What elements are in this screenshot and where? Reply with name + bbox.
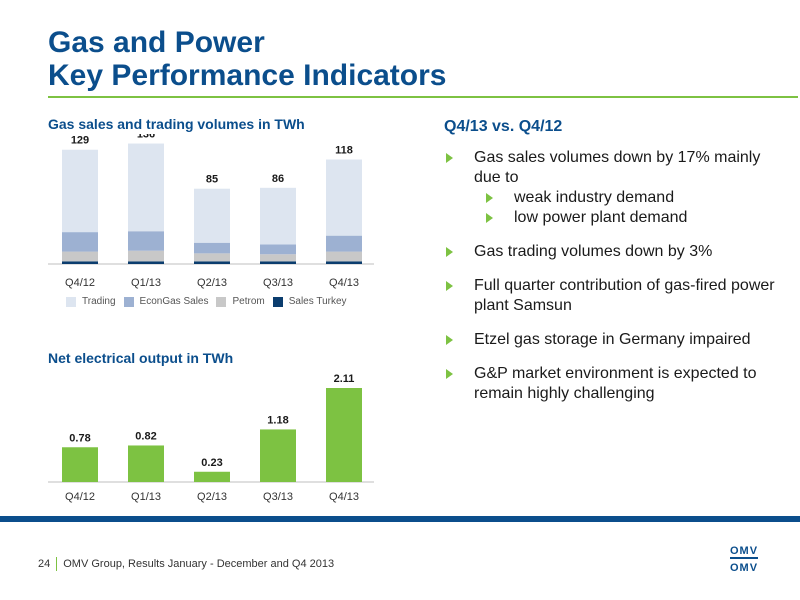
sub-bullet-text: low power plant demand [514, 209, 688, 226]
bullet-text: Full quarter contribution of gas-fired p… [474, 277, 775, 314]
footer-band [0, 516, 800, 522]
chart1-legend: Trading EconGas Sales Petrom Sales Turkey [66, 296, 347, 307]
arrow-bullet-icon [446, 369, 453, 379]
data-label: 0.82 [135, 430, 156, 442]
x-tick-label: Q4/13 [329, 491, 359, 503]
data-label: 0.78 [69, 432, 90, 444]
bullet-panel: Q4/13 vs. Q4/12 Gas sales volumes down b… [444, 118, 784, 418]
legend-label: Sales Turkey [288, 296, 347, 307]
bar-segment-econgas-sales [62, 232, 98, 252]
legend-swatch [66, 296, 76, 307]
x-tick-label: Q1/13 [131, 277, 161, 289]
legend-item: Petrom [216, 296, 265, 307]
legend-label: Trading [82, 296, 116, 307]
legend-swatch [216, 296, 227, 307]
x-tick-label: Q2/13 [197, 491, 227, 503]
title-divider [48, 96, 798, 98]
output-bar [326, 388, 362, 482]
total-label: 118 [335, 144, 353, 156]
page-title: Gas and Power Key Performance Indicators [48, 26, 446, 92]
output-bar [62, 447, 98, 482]
legend-item: Trading [66, 296, 116, 307]
sub-bullet-item: weak industry demand [444, 188, 784, 208]
arrow-bullet-icon [486, 213, 493, 223]
bar-segment-petrom [62, 251, 98, 262]
arrow-bullet-icon [446, 281, 453, 291]
omv-logo: OMV OMV [730, 545, 758, 573]
bullet-item: Gas trading volumes down by 3% [444, 242, 784, 262]
bullet-heading: Q4/13 vs. Q4/12 [444, 118, 563, 135]
bar-segment-petrom [128, 250, 164, 262]
x-tick-label: Q4/13 [329, 277, 359, 289]
sub-bullet-text: weak industry demand [514, 189, 675, 206]
logo-text: OMV [730, 562, 758, 573]
bullet-text: Etzel gas storage in Germany impaired [474, 331, 751, 348]
data-label: 0.23 [201, 457, 222, 469]
bar-segment-sales-turkey [326, 261, 362, 264]
page-number: 24 [38, 558, 51, 570]
electrical-output-chart: 0.78 Q4/12 0.82 Q1/13 0.23 Q2/13 1.18 Q3/13 2.11… [48, 373, 374, 503]
x-tick-label: Q2/13 [197, 277, 227, 289]
legend-item: EconGas Sales [123, 296, 209, 307]
bar-segment-petrom [326, 251, 362, 262]
bullet-list: Gas sales volumes down by 17% mainly due… [444, 148, 784, 404]
bar-segment-trading [194, 188, 230, 243]
legend-item: Sales Turkey [272, 296, 347, 307]
legend-label: Petrom [232, 296, 265, 307]
page-title-line2: Key Performance Indicators [48, 59, 447, 92]
data-label: 1.18 [267, 414, 288, 426]
legend-swatch [123, 296, 134, 307]
bar-segment-petrom [260, 254, 296, 262]
bar-segment-trading [128, 143, 164, 232]
x-tick-label: Q3/13 [263, 277, 293, 289]
bullet-item: Full quarter contribution of gas-fired p… [444, 276, 784, 316]
bar-segment-sales-turkey [62, 261, 98, 264]
bar-segment-petrom [194, 253, 230, 262]
chart1-title: Gas sales and trading volumes in TWh [48, 116, 305, 132]
arrow-bullet-icon [486, 193, 493, 203]
bullet-item: Gas sales volumes down by 17% mainly due… [444, 148, 784, 228]
output-bar [194, 471, 230, 482]
bar-segment-sales-turkey [128, 261, 164, 264]
bar-segment-econgas-sales [260, 244, 296, 255]
footer-separator [56, 557, 58, 571]
total-label: 136 [137, 134, 155, 141]
page-title-line1: Gas and Power [48, 26, 265, 59]
footer-text: OMV Group, Results January - December an… [63, 558, 335, 570]
arrow-bullet-icon [446, 153, 453, 163]
bullet-item: Etzel gas storage in Germany impaired [444, 330, 784, 350]
chart2-title: Net electrical output in TWh [48, 350, 234, 366]
bar-segment-trading [326, 159, 362, 236]
bar-segment-trading [62, 149, 98, 233]
bar-segment-trading [260, 187, 296, 245]
output-bar [128, 445, 164, 482]
bar-segment-econgas-sales [128, 231, 164, 251]
svg-text:OMV: OMV [730, 545, 758, 557]
legend-label: EconGas Sales [139, 296, 209, 307]
x-tick-label: Q1/13 [131, 491, 161, 503]
bullet-text: Gas sales volumes down by 17% mainly due… [474, 149, 761, 186]
arrow-bullet-icon [446, 335, 453, 345]
legend-swatch [272, 296, 283, 307]
bar-segment-sales-turkey [260, 261, 296, 264]
x-tick-label: Q4/12 [65, 491, 95, 503]
data-label: 2.11 [334, 373, 355, 385]
bullet-text: Gas trading volumes down by 3% [474, 243, 713, 260]
arrow-bullet-icon [446, 247, 453, 257]
footer: 24 OMV Group, Results January - December… [38, 557, 334, 571]
bullet-item: G&P market environment is expected to re… [444, 364, 784, 404]
bullet-text: G&P market environment is expected to re… [474, 365, 757, 402]
bar-segment-sales-turkey [194, 261, 230, 264]
x-tick-label: Q4/12 [65, 277, 95, 289]
output-bar [260, 429, 296, 482]
sub-bullet-item: low power plant demand [444, 208, 784, 228]
gas-volume-chart: 129 Q4/12 136 Q1/13 85 Q2/13 86 Q3/13 118 Q4/13 [48, 134, 374, 289]
bar-segment-econgas-sales [194, 242, 230, 254]
total-label: 86 [272, 173, 284, 185]
bar-segment-econgas-sales [326, 235, 362, 252]
total-label: 85 [206, 174, 218, 186]
total-label: 129 [71, 135, 89, 147]
x-tick-label: Q3/13 [263, 491, 293, 503]
